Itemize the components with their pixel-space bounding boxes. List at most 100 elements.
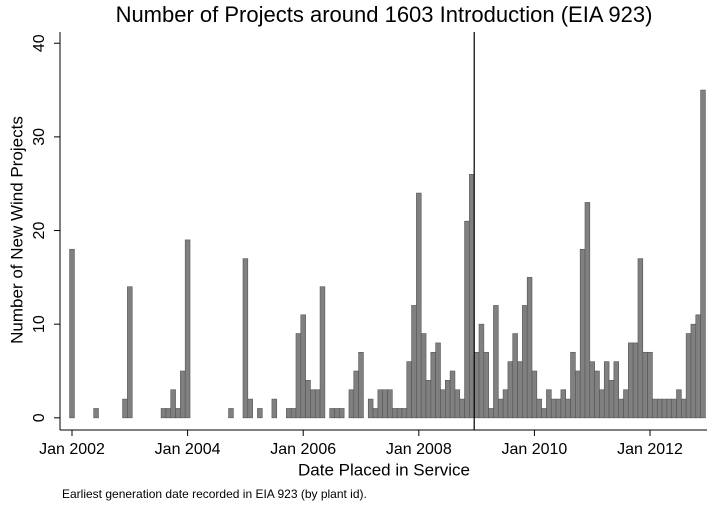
bar [473,351,480,419]
x-tick-label: Jan 2012 [617,441,683,458]
bar [700,89,706,419]
note: Earliest generation date recorded in EIA… [62,487,367,501]
bar [425,380,432,419]
bar [454,389,461,419]
bar [69,248,75,419]
bar [348,389,355,419]
bar [497,398,504,419]
bar [406,361,412,419]
bar [613,361,620,419]
bar [416,192,422,419]
bar [536,398,542,419]
x-tick-label: Jan 2008 [386,441,452,458]
bar [228,408,234,419]
bar [628,342,634,419]
bar [440,389,446,419]
bar [502,389,509,419]
bar [642,351,648,419]
bar [526,277,533,419]
bar [319,286,326,419]
bar [396,408,403,419]
bar [695,314,701,419]
x-tick-label: Jan 2006 [270,441,336,458]
bar [305,380,311,419]
bar [160,408,167,419]
bar [522,305,528,419]
bar [175,408,181,419]
bar [478,323,485,419]
bar [517,361,523,419]
bar [550,398,557,419]
x-tick-label: Jan 2010 [501,441,567,458]
bar [382,389,388,419]
bar [507,361,514,419]
bar [531,370,538,419]
bar [656,398,663,419]
bar [565,398,571,419]
bar [367,398,374,419]
bar [647,351,653,419]
bar [488,408,494,419]
bar [555,398,562,419]
bar [608,380,615,419]
bar [290,408,297,419]
bar [334,408,340,419]
bar [690,323,697,419]
bar [247,398,253,419]
bar [584,202,591,419]
bar [666,398,672,419]
bar [387,389,393,419]
bar [271,398,278,419]
bar [483,351,489,419]
bar [637,258,644,419]
bar [353,370,359,419]
bar [329,408,335,419]
bar [93,408,99,419]
bar [599,389,605,419]
bar [512,333,518,419]
bar [286,408,292,419]
bar [295,333,302,419]
bar [392,408,398,419]
bar [464,220,470,419]
bar [579,248,586,419]
bar [603,361,610,419]
bar [570,351,576,419]
bar [377,389,383,419]
y-tick-label: 0 [31,413,48,422]
bar [589,361,595,419]
bar [430,351,436,419]
bar [661,398,668,419]
bar [420,333,427,419]
bar [122,398,128,419]
bar [459,398,465,419]
bar [170,389,176,419]
bar [618,398,624,419]
bar [401,408,408,419]
bar [314,389,321,419]
bar [449,370,456,419]
bar [652,398,658,419]
bar [242,258,249,419]
bar [623,389,629,419]
bar [165,408,172,419]
bar [671,398,677,419]
bar [632,342,639,419]
bar [685,333,692,419]
bar [575,370,581,419]
bar [180,370,186,419]
bar [411,305,417,419]
bar [372,408,379,419]
y-tick-label: 10 [31,315,48,333]
x-tick-label: Jan 2004 [155,441,221,458]
bar [445,380,451,419]
bar [435,342,441,419]
y-axis-title: Number of New Wind Projects [7,116,26,344]
bar [184,239,191,419]
bar [594,370,600,419]
x-axis-title: Date Placed in Service [298,460,470,479]
bar [541,408,547,419]
bar [358,351,364,419]
bar [310,389,316,419]
